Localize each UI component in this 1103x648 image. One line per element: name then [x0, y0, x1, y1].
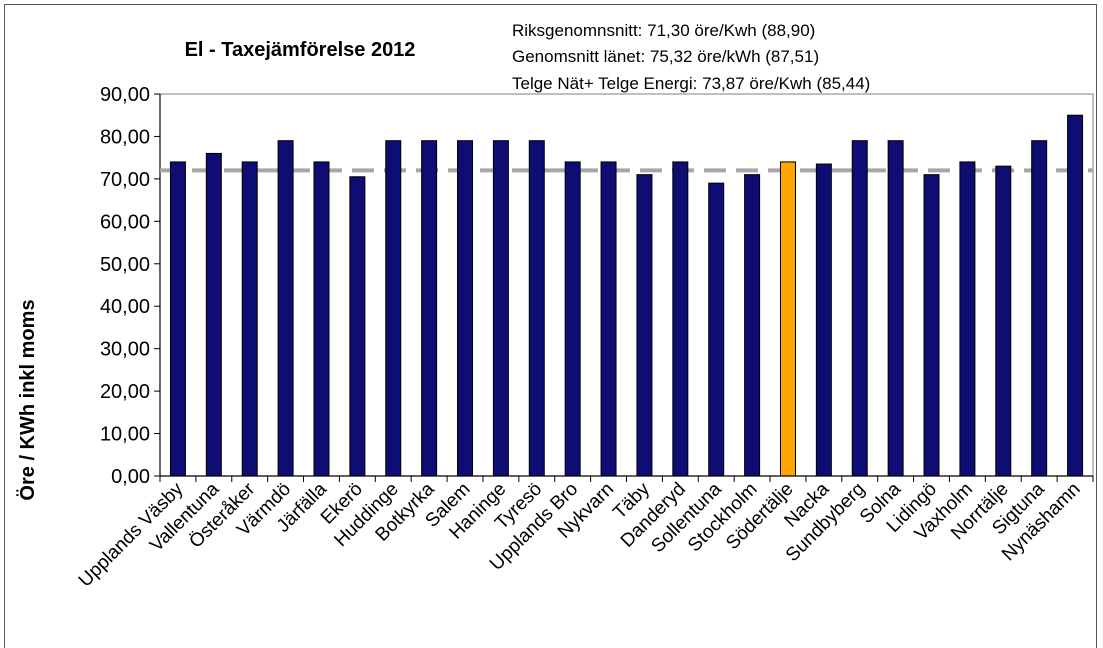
chart-frame — [4, 4, 1097, 648]
bar — [959, 161, 976, 477]
bar — [887, 140, 904, 477]
bar — [205, 152, 222, 477]
y-tick-label: 20,00 — [100, 381, 150, 403]
y-tick-label: 70,00 — [100, 169, 150, 191]
bar — [1031, 140, 1048, 477]
y-tick-label: 0,00 — [111, 466, 150, 488]
y-tick-label: 90,00 — [100, 84, 150, 106]
plot-border — [159, 93, 1094, 477]
bar — [564, 161, 581, 477]
bar — [385, 140, 402, 477]
bar-highlight — [779, 161, 796, 477]
bar — [708, 182, 725, 477]
y-tick-label: 50,00 — [100, 254, 150, 276]
annotation-national-average: Riksgenomnsnitt: 71,30 öre/Kwh (88,90) — [512, 21, 815, 40]
bar — [1067, 114, 1084, 477]
annotation-telge: Telge Nät+ Telge Energi: 73,87 öre/Kwh (… — [512, 74, 870, 93]
bar — [492, 140, 509, 477]
bar — [851, 140, 868, 477]
plot-area: 0,00 10,00 20,00 30,00 40,00 50,00 60,00 70,00 8… — [75, 84, 1094, 591]
y-tick-label: 60,00 — [100, 211, 150, 233]
bar — [923, 174, 940, 477]
annotation-county-average: Genomsnitt länet: 75,32 öre/kWh (87,51) — [512, 47, 819, 66]
y-tick-label: 30,00 — [100, 339, 150, 361]
bar — [457, 140, 474, 477]
bar — [636, 174, 653, 477]
bar — [600, 161, 617, 477]
bar — [744, 174, 761, 477]
y-tick-label: 40,00 — [100, 296, 150, 318]
bar — [815, 163, 832, 477]
chart-title: El - Taxejämförelse 2012 — [185, 39, 416, 61]
bar — [349, 176, 366, 477]
bar — [277, 140, 294, 477]
bar — [313, 161, 330, 477]
y-tick-label: 10,00 — [100, 424, 150, 446]
bar — [421, 140, 438, 477]
bar — [241, 161, 258, 477]
bar — [995, 165, 1012, 477]
y-tick-label: 80,00 — [100, 126, 150, 148]
bar — [528, 140, 545, 477]
bar — [169, 161, 186, 477]
bar — [672, 161, 689, 477]
y-axis-label: Öre / KWh inkl moms — [16, 299, 39, 500]
